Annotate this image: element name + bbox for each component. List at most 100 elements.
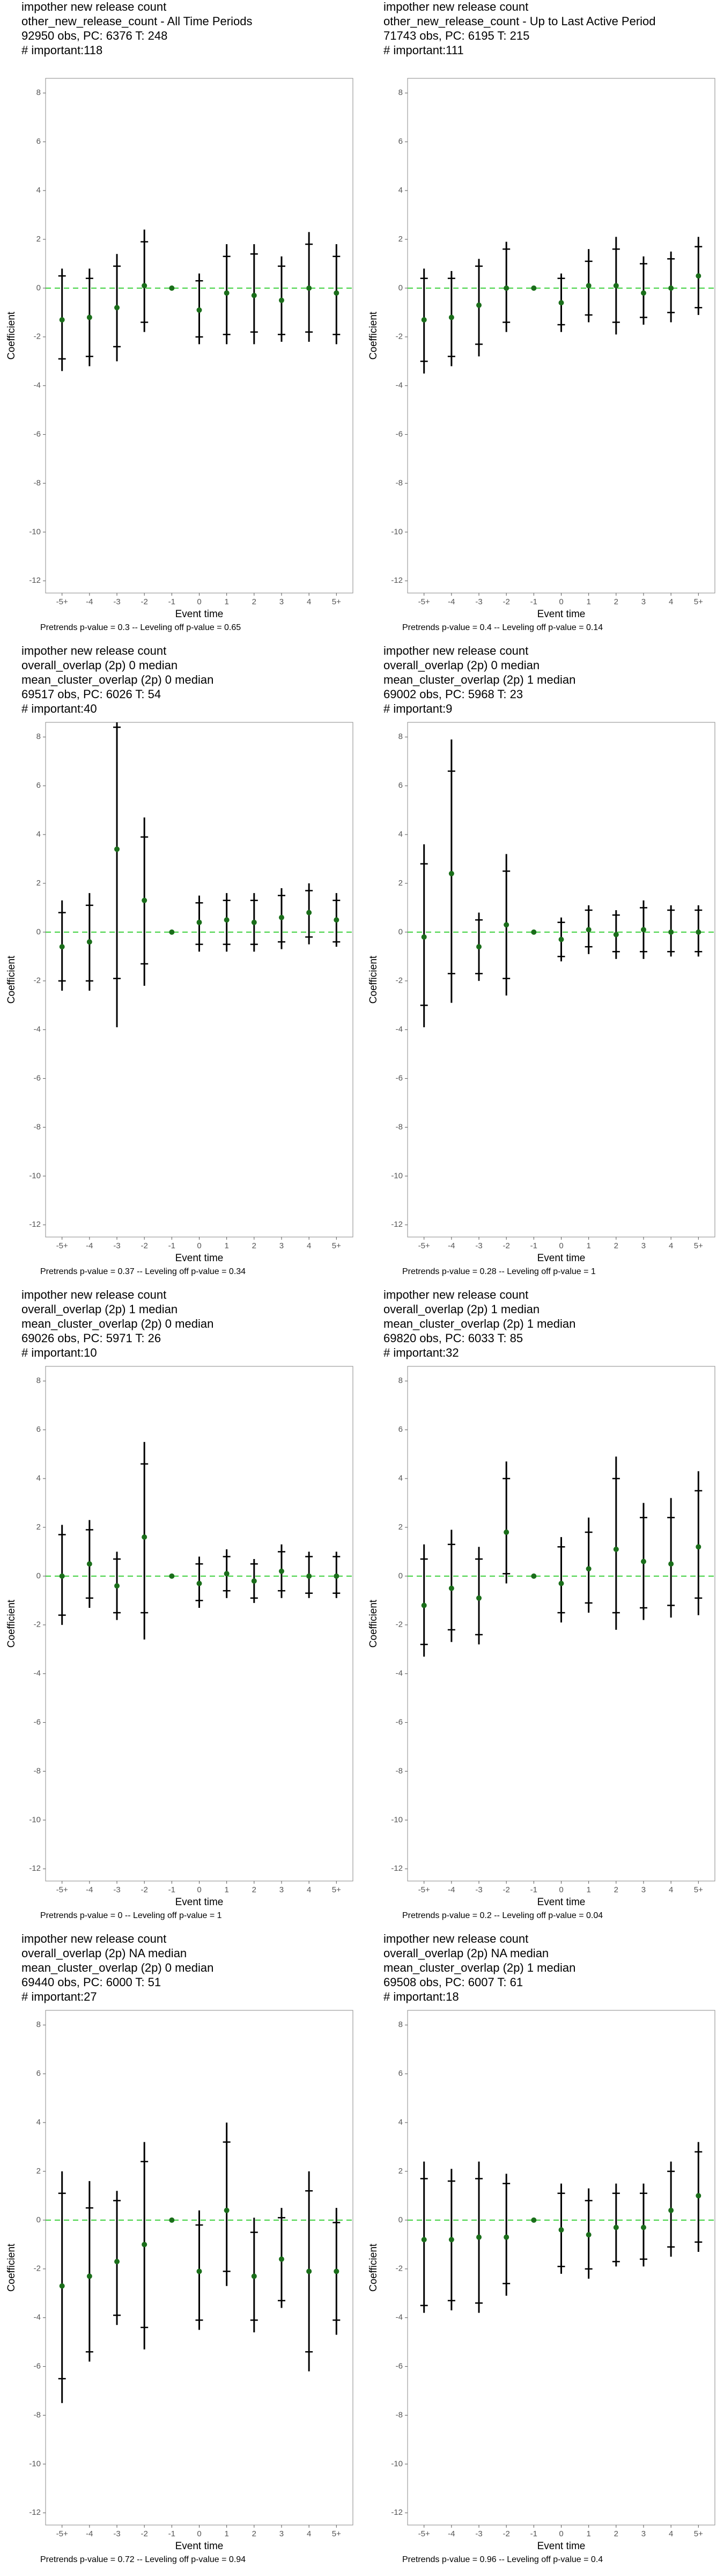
y-tick-label: -10 (29, 1171, 41, 1180)
y-tick-label: -10 (391, 1171, 403, 1180)
point (640, 2224, 646, 2230)
y-tick-label: 4 (36, 2118, 41, 2127)
x-tick-label: -4 (86, 597, 93, 606)
x-tick-label: 3 (641, 2529, 646, 2538)
y-tick-label: 4 (36, 830, 41, 839)
x-tick-label: 0 (197, 1885, 201, 1894)
x-tick-label: 1 (224, 1885, 228, 1894)
point (142, 2242, 147, 2248)
point (142, 283, 147, 289)
y-tick-label: -12 (29, 1220, 41, 1229)
point (169, 929, 175, 935)
x-tick-label: -3 (113, 2529, 120, 2538)
x-tick-label: 0 (559, 597, 563, 606)
x-axis-label: Event time (537, 1897, 586, 1908)
y-tick-label: 6 (398, 137, 403, 146)
y-tick-label: -6 (34, 1074, 41, 1083)
y-tick-label: -6 (34, 430, 41, 439)
x-tick-label: -3 (113, 1885, 120, 1894)
y-tick-label: -8 (396, 2410, 403, 2419)
x-tick-label: -1 (530, 597, 537, 606)
x-tick-label: 3 (641, 597, 646, 606)
y-tick-label: -2 (34, 332, 41, 341)
title-line: overall_overlap (2p) NA median (21, 1946, 187, 1960)
y-tick-label: -6 (396, 1718, 403, 1727)
x-tick-label: -5+ (418, 2529, 430, 2538)
y-tick-label: 4 (398, 186, 403, 195)
x-tick-label: 3 (279, 1885, 284, 1894)
point (504, 2234, 509, 2240)
point (504, 285, 509, 291)
y-tick-label: -6 (396, 430, 403, 439)
title-line: mean_cluster_overlap (2p) 0 median (21, 673, 213, 686)
title-line: impother new release count (383, 644, 528, 657)
x-tick-label: -4 (86, 1241, 93, 1250)
point (640, 1558, 646, 1564)
x-tick-label: -1 (530, 1885, 537, 1894)
point (696, 2193, 701, 2199)
x-tick-label: 2 (252, 597, 256, 606)
title-line: # important:9 (383, 702, 452, 715)
point (251, 292, 257, 298)
x-tick-label: 2 (252, 1885, 256, 1894)
title-line: impother new release count (383, 1932, 528, 1945)
point (114, 846, 120, 852)
y-tick-label: -4 (396, 381, 403, 390)
y-tick-label: -4 (34, 1025, 41, 1034)
point (421, 317, 427, 323)
y-tick-label: -8 (396, 1766, 403, 1775)
title-line: # important:10 (21, 1346, 97, 1359)
x-tick-label: -3 (475, 1885, 482, 1894)
y-tick-label: -2 (34, 1620, 41, 1629)
x-tick-label: 2 (614, 597, 618, 606)
y-tick-label: -10 (29, 527, 41, 536)
y-tick-label: 2 (398, 879, 403, 888)
x-tick-label: 1 (586, 597, 590, 606)
x-axis-label: Event time (175, 2541, 224, 2552)
title-line: overall_overlap (2p) 0 median (383, 658, 540, 672)
x-tick-label: -4 (448, 597, 455, 606)
y-tick-label: 6 (36, 1425, 41, 1434)
y-axis-label: Coefficient (368, 2243, 379, 2292)
x-tick-label: 2 (614, 1241, 618, 1250)
point (251, 1578, 257, 1584)
title-line: # important:18 (383, 1990, 459, 2003)
x-tick-label: -3 (475, 1241, 482, 1250)
point (421, 2237, 427, 2243)
title-line: overall_overlap (2p) 1 median (383, 1302, 540, 1316)
y-tick-label: -6 (396, 2362, 403, 2371)
x-tick-label: -3 (475, 2529, 482, 2538)
point (196, 2268, 202, 2274)
y-tick-label: 0 (398, 927, 403, 936)
y-tick-label: 8 (398, 88, 403, 97)
point (196, 919, 202, 925)
y-tick-label: 8 (398, 732, 403, 741)
point (476, 944, 482, 950)
point (531, 285, 537, 291)
y-tick-label: -12 (391, 576, 403, 585)
footer-note: Pretrends p-value = 0.72 -- Leveling off… (40, 2555, 246, 2564)
x-tick-label: 4 (307, 1885, 311, 1894)
point (421, 1602, 427, 1608)
x-tick-label: 5+ (694, 1885, 703, 1894)
title-line: overall_overlap (2p) NA median (383, 1946, 549, 1960)
x-tick-label: 2 (614, 1885, 618, 1894)
x-tick-label: 0 (559, 1241, 563, 1250)
point (558, 936, 564, 942)
point (86, 939, 92, 945)
title-line: 69440 obs, PC: 6000 T: 51 (21, 1975, 161, 1989)
point (169, 2217, 175, 2223)
x-tick-label: -5+ (56, 1241, 68, 1250)
footer-note: Pretrends p-value = 0.3 -- Leveling off … (40, 623, 241, 632)
point (86, 314, 92, 320)
x-tick-label: 4 (307, 2529, 311, 2538)
y-axis-label: Coefficient (6, 2243, 17, 2292)
x-tick-label: 5+ (694, 1241, 703, 1250)
x-tick-label: -2 (503, 597, 510, 606)
point (334, 1573, 339, 1579)
y-tick-label: 0 (398, 283, 403, 292)
y-tick-label: -2 (396, 1620, 403, 1629)
y-tick-label: 4 (36, 1474, 41, 1483)
point (448, 1585, 454, 1591)
